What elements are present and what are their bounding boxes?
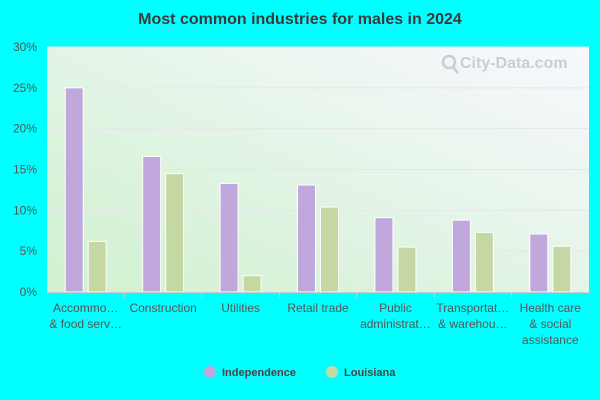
y-tick-label: 15% xyxy=(13,163,37,177)
bar-independence xyxy=(219,182,239,293)
y-tick-label: 20% xyxy=(13,122,37,136)
legend: Independence Louisiana xyxy=(204,366,396,379)
watermark: City-Data.com xyxy=(441,54,568,74)
bar-louisiana xyxy=(165,173,185,293)
magnifier-icon xyxy=(441,54,459,74)
bar-independence xyxy=(64,87,84,293)
category-label: Utilities xyxy=(221,301,260,315)
y-tick-label: 10% xyxy=(13,203,37,217)
bar-louisiana xyxy=(552,245,572,293)
category-label: & food serv… xyxy=(49,317,122,331)
y-axis-ticks: 0% 5% 10% 15% 20% 25% 30% xyxy=(13,40,37,299)
bar-louisiana xyxy=(320,206,339,293)
category-label: Health care xyxy=(520,301,582,315)
bars xyxy=(64,87,572,293)
category-label: Retail trade xyxy=(287,301,349,315)
category-label: Public xyxy=(379,301,412,315)
category-label: assistance xyxy=(522,333,579,347)
bar-independence xyxy=(142,155,162,293)
bar-independence xyxy=(374,217,394,293)
chart-title: Most common industries for males in 2024 xyxy=(138,11,462,28)
bar-independence xyxy=(297,184,316,293)
legend-label[interactable]: Louisiana xyxy=(344,367,396,379)
legend-swatch xyxy=(326,366,338,378)
category-label: & social xyxy=(529,317,571,331)
category-label: Transportat… xyxy=(436,301,509,315)
category-label: & warehou… xyxy=(438,317,507,331)
legend-swatch xyxy=(204,366,216,378)
x-axis-categories: Accommo… & food serv… Construction Utilitie… xyxy=(47,292,589,347)
y-tick-label: 0% xyxy=(20,285,38,299)
bar-louisiana xyxy=(397,246,417,293)
bar-louisiana xyxy=(474,231,494,293)
bar-louisiana xyxy=(242,275,262,293)
legend-label[interactable]: Independence xyxy=(222,367,296,379)
y-tick-label: 5% xyxy=(20,244,38,258)
bar-independence xyxy=(529,233,549,293)
gridlines xyxy=(47,46,589,252)
watermark-text: City-Data.com xyxy=(460,55,568,72)
bar-independence xyxy=(451,219,471,293)
category-label: Accommo… xyxy=(53,301,118,315)
category-label: Construction xyxy=(129,301,196,315)
bar-louisiana xyxy=(87,240,107,293)
y-tick-label: 25% xyxy=(13,81,37,95)
y-tick-label: 30% xyxy=(13,40,37,54)
category-label: administrat… xyxy=(360,317,431,331)
